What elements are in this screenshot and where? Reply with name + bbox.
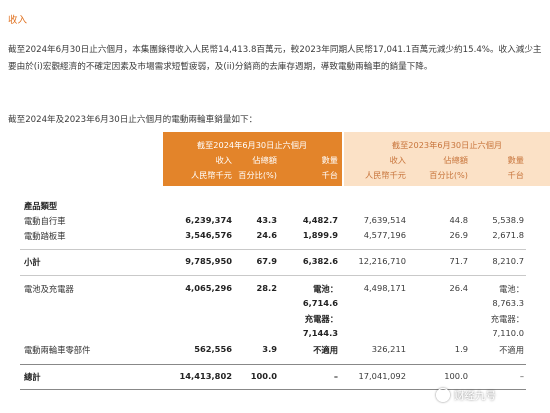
volume-prior: – [519, 371, 524, 381]
row-label: 小計 [24, 257, 41, 267]
volume-prior: 8,210.7 [492, 256, 524, 266]
col-share-current: 佔總額 [252, 155, 277, 165]
share-prior: 71.7 [449, 256, 468, 266]
col-revenue-unit-current: 人民幣千元 [191, 170, 232, 180]
category-header: 產品類型 [24, 201, 58, 211]
volume-prior: 5,538.9 [492, 215, 524, 225]
share-current: 67.9 [256, 256, 277, 266]
divider [20, 364, 526, 365]
share-current: 28.2 [256, 283, 277, 293]
share-current: 24.6 [256, 230, 277, 240]
revenue-prior: 7,639,514 [363, 215, 406, 225]
volume-current: 4,482.7 [302, 215, 338, 225]
volume-current: 不適用 [313, 345, 338, 355]
watermark: 财经九号 [436, 382, 548, 408]
share-prior: 100.0 [444, 371, 468, 381]
header-band-prior [344, 132, 550, 186]
col-revenue-unit-prior: 人民幣千元 [365, 170, 406, 180]
share-prior: 26.9 [449, 230, 468, 240]
watermark-logo-icon [436, 388, 450, 402]
divider [20, 389, 526, 390]
period-prior-header: 截至2023年6月30日止六個月 [391, 140, 503, 150]
header-band-current [163, 132, 342, 186]
battery-label-current: 電池： [313, 284, 338, 294]
revenue-current: 14,413,802 [179, 371, 233, 381]
col-share-unit-prior: 百分比(%) [429, 170, 468, 180]
col-volume-unit-current: 千台 [321, 170, 338, 180]
charger-label-prior: 充電器： [490, 314, 524, 324]
share-current: 43.3 [256, 215, 277, 225]
share-prior: 1.9 [454, 344, 468, 354]
share-prior: 26.4 [449, 283, 468, 293]
row-label: 電動踏板車 [24, 231, 66, 241]
battery-label-prior: 電池： [499, 284, 524, 294]
volume-current: 1,899.9 [302, 230, 338, 240]
period-current-header: 截至2024年6月30日止六個月 [196, 140, 308, 150]
battery-volume-current: 6,714.6 [302, 298, 338, 308]
share-prior: 44.8 [449, 215, 468, 225]
row-label: 電動自行車 [24, 216, 66, 226]
col-share-unit-current: 百分比(%) [238, 170, 277, 180]
revenue-current: 4,065,296 [185, 283, 232, 293]
share-current: 3.9 [262, 344, 277, 354]
revenue-paragraph: 截至2024年6月30日止六個月，本集團錄得收入人民幣14,413.8百萬元，較… [8, 45, 542, 72]
col-volume-unit-prior: 千台 [507, 170, 524, 180]
revenue-current: 6,239,374 [185, 215, 232, 225]
divider [20, 275, 526, 276]
section-title: 收入 [8, 15, 28, 26]
share-current: 100.0 [250, 371, 277, 381]
volume-prior: 不適用 [499, 345, 524, 355]
revenue-prior: 4,577,196 [363, 230, 406, 240]
battery-volume-prior: 8,763.3 [492, 298, 524, 308]
col-volume-prior: 數量 [507, 155, 524, 165]
row-label: 電動兩輪車零部件 [24, 345, 91, 355]
divider [20, 249, 526, 250]
charger-label-current: 充電器： [304, 314, 338, 324]
revenue-prior: 12,216,710 [358, 256, 406, 266]
sales-volume-table: 截至2024年6月30日止六個月 截至2023年6月30日止六個月 收入 人民幣… [0, 132, 550, 413]
row-label: 總計 [24, 372, 41, 382]
revenue-prior: 326,211 [371, 344, 406, 354]
col-volume-current: 數量 [321, 155, 338, 165]
charger-volume-current: 7,144.3 [302, 328, 338, 338]
col-revenue-current: 收入 [215, 155, 232, 165]
volume-current: 6,382.6 [302, 256, 338, 266]
table-intro: 截至2024年及2023年6月30日止六個月的電動兩輪車銷量如下： [8, 115, 258, 125]
revenue-current: 9,785,950 [185, 256, 232, 266]
revenue-prior: 4,498,171 [363, 283, 406, 293]
watermark-text: 财经九号 [454, 389, 496, 402]
revenue-current: 562,556 [194, 344, 232, 354]
col-share-prior: 佔總額 [443, 155, 468, 165]
row-label: 電池及充電器 [24, 284, 74, 294]
charger-volume-prior: 7,110.0 [492, 328, 524, 338]
revenue-current: 3,546,576 [185, 230, 232, 240]
volume-current: – [333, 371, 338, 381]
revenue-prior: 17,041,092 [358, 371, 406, 381]
volume-prior: 2,671.8 [492, 230, 524, 240]
col-revenue-prior: 收入 [389, 155, 406, 165]
